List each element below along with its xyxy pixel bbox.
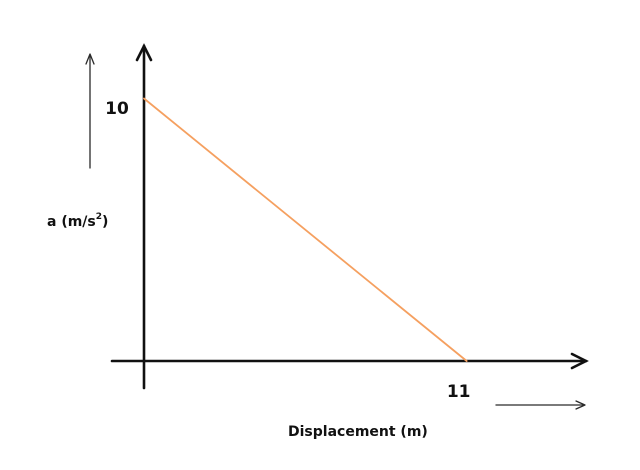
x-direction-arrow [495,400,586,410]
y-axis [135,43,153,390]
x-axis-title: Displacement (m) [288,424,428,440]
series-line [143,97,468,362]
x-axis [110,352,589,370]
y-axis-arrowhead [135,43,153,62]
x-axis-arrowhead [570,352,589,370]
y-direction-arrow [85,53,95,169]
y-axis-title: a (m/s2) [47,212,108,230]
x-tick-label: 11 [447,382,471,402]
y-tick-label: 10 [105,99,129,119]
